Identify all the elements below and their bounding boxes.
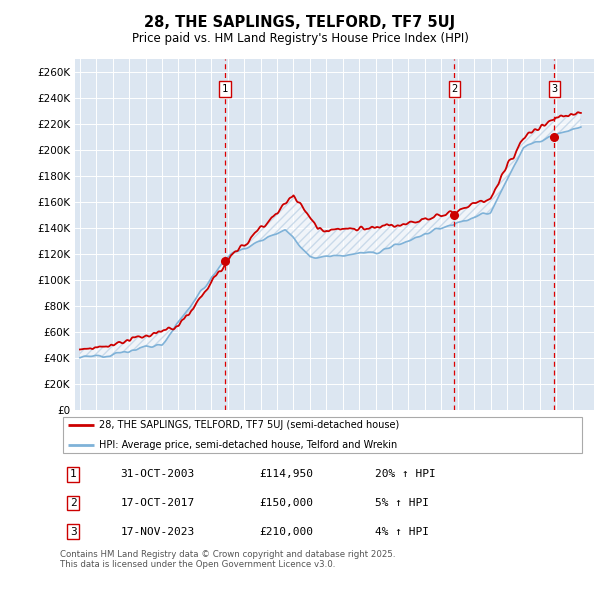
Text: 1: 1 (222, 84, 228, 94)
Text: 3: 3 (70, 527, 77, 537)
Text: 28, THE SAPLINGS, TELFORD, TF7 5UJ: 28, THE SAPLINGS, TELFORD, TF7 5UJ (145, 15, 455, 30)
Text: 4% ↑ HPI: 4% ↑ HPI (375, 527, 429, 537)
Text: 31-OCT-2003: 31-OCT-2003 (121, 469, 194, 479)
Text: 3: 3 (551, 84, 557, 94)
Text: £114,950: £114,950 (260, 469, 314, 479)
Text: 28, THE SAPLINGS, TELFORD, TF7 5UJ (semi-detached house): 28, THE SAPLINGS, TELFORD, TF7 5UJ (semi… (100, 421, 400, 430)
Text: Contains HM Land Registry data © Crown copyright and database right 2025.
This d: Contains HM Land Registry data © Crown c… (60, 550, 395, 569)
FancyBboxPatch shape (62, 417, 583, 454)
Text: 5% ↑ HPI: 5% ↑ HPI (375, 498, 429, 508)
Text: £150,000: £150,000 (260, 498, 314, 508)
Text: 2: 2 (451, 84, 457, 94)
Text: 20% ↑ HPI: 20% ↑ HPI (375, 469, 436, 479)
Text: 17-OCT-2017: 17-OCT-2017 (121, 498, 194, 508)
Text: 17-NOV-2023: 17-NOV-2023 (121, 527, 194, 537)
Text: 1: 1 (70, 469, 77, 479)
Text: £210,000: £210,000 (260, 527, 314, 537)
Text: Price paid vs. HM Land Registry's House Price Index (HPI): Price paid vs. HM Land Registry's House … (131, 32, 469, 45)
Text: HPI: Average price, semi-detached house, Telford and Wrekin: HPI: Average price, semi-detached house,… (100, 441, 398, 450)
Text: 2: 2 (70, 498, 77, 508)
